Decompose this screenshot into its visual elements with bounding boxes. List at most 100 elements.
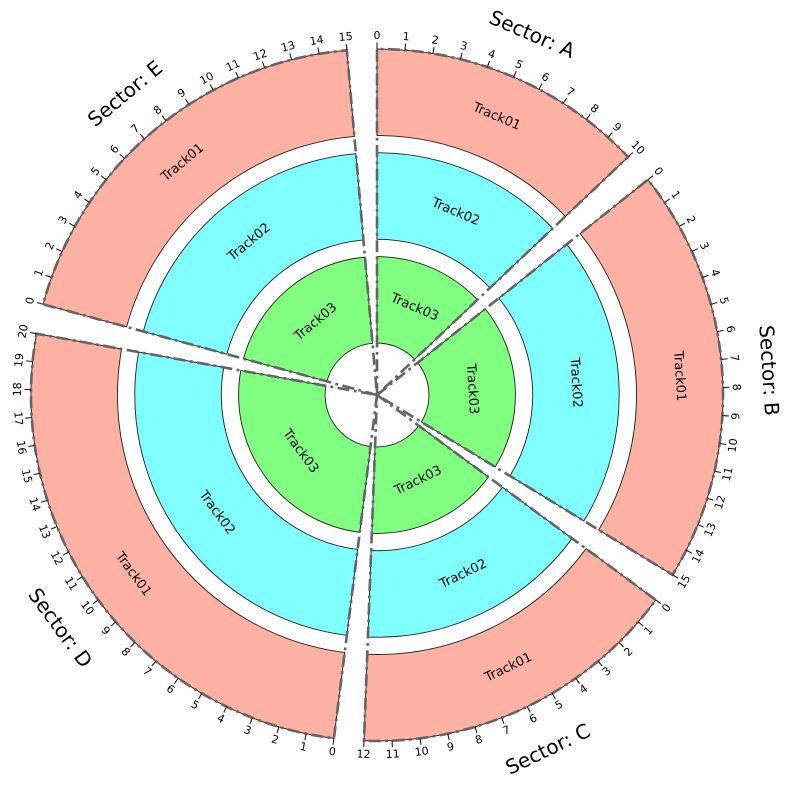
sector-B-tick-mark	[664, 198, 671, 203]
sector-C-tick-mark	[419, 738, 422, 745]
sector-D-tick-label: 8	[119, 645, 133, 659]
sector-B-tick-label: 5	[717, 296, 731, 306]
sector-E-tick-label: 8	[151, 103, 164, 118]
sector-A-tick-mark	[585, 113, 591, 120]
sector-D-tick-label: 3	[242, 723, 253, 738]
sector-A-tick-mark	[607, 132, 613, 138]
sector-C-tick-mark	[575, 677, 580, 684]
sector-D-axis-outline	[29, 332, 379, 740]
sector-E-tick-mark	[119, 153, 125, 159]
sector-E-tick-label: 4	[71, 188, 86, 201]
sector-C-tick-mark	[501, 717, 505, 725]
sector-D-tick-label: 1	[299, 740, 309, 754]
sector-D-tick-label: 4	[215, 711, 227, 726]
sector-B-tick-mark	[691, 248, 698, 252]
sector-B-tick-label: 0	[651, 165, 666, 179]
sector-C-tick-mark	[655, 599, 662, 605]
sector-B-tick-mark	[714, 470, 721, 474]
sector-B-tick-mark	[719, 442, 727, 445]
sector-A-tick-mark	[513, 70, 517, 78]
sector-C-tick-label: 2	[621, 645, 635, 659]
sector-B-track02-label: Track02	[566, 356, 584, 408]
sector-B-tick-mark	[710, 301, 718, 305]
sector-D-tick-label: 5	[189, 698, 202, 713]
sector-D-tick-label: 2	[270, 733, 280, 747]
sector-B-tick-mark	[647, 175, 654, 181]
sector-C-tick-label: 5	[553, 698, 566, 713]
sector-E-label: Sector: E	[83, 56, 167, 132]
sector-A-tick-mark	[538, 83, 543, 90]
sector-A-tick-label: 7	[564, 85, 577, 100]
sector-E-tick-mark	[68, 222, 76, 227]
sector-C-tick-label: 3	[600, 664, 614, 678]
sector-B-tick-mark	[721, 358, 728, 360]
sector-D-tick-label: 20	[16, 323, 31, 339]
sector-E-tick-mark	[317, 47, 320, 54]
sector-A-axis-outline	[375, 47, 630, 396]
sector-E-tick-mark	[161, 115, 167, 122]
sector-D-label: Sector: D	[23, 583, 97, 672]
sector-C-tick-label: 11	[385, 747, 400, 761]
sector-D-tick-mark	[62, 551, 69, 556]
sector-B-track03-label: Track03	[463, 362, 481, 414]
sector-D-tick-mark	[249, 717, 253, 725]
sector-D-tick-mark	[223, 706, 228, 713]
sector-B-tick-mark	[707, 497, 714, 501]
sector-D-tick-mark	[332, 738, 335, 745]
sector-B-tick-label: 3	[697, 240, 712, 252]
sector-E-tick-label: 5	[88, 165, 103, 179]
sector-C-label: Sector: C	[502, 718, 594, 779]
sector-E-tick-label: 14	[309, 33, 325, 48]
sector-A-tick-mark	[459, 52, 463, 60]
sector-A-tick-mark	[562, 97, 568, 104]
sector-D-tick-mark	[28, 445, 35, 448]
sector-D-tick-mark	[110, 621, 117, 627]
sector-D-tick-mark	[76, 576, 83, 581]
sector-D-tick-label: 12	[48, 549, 66, 567]
sector-E-tick-label: 11	[224, 57, 242, 75]
sector-E-tick-label: 3	[56, 214, 71, 226]
sector-C-tick-label: 0	[659, 601, 674, 614]
sector-C-tick-mark	[637, 621, 644, 627]
sector-D-tick-label: 9	[98, 624, 112, 638]
sector-B-track02-ring	[498, 243, 620, 522]
sector-D-tick-label: 13	[36, 523, 53, 541]
sector-C-tick-label: 7	[501, 723, 512, 738]
sector-E-tick-label: 2	[43, 240, 58, 252]
sector-E-tick-mark	[345, 43, 348, 51]
sector-A-tick-mark	[432, 47, 435, 54]
sector-E-tick-mark	[209, 84, 214, 91]
sector-B-label: Sector: B	[754, 324, 784, 416]
sector-E-tick-mark	[45, 274, 52, 278]
sector-B-tick-label: 9	[729, 412, 742, 420]
sector-D-tick-mark	[304, 733, 307, 741]
sector-D-tick-mark	[50, 526, 58, 530]
sector-D-tick-mark	[92, 599, 99, 605]
sector-B-tick-label: 8	[730, 384, 743, 391]
sector-A-label: Sector: A	[486, 5, 579, 63]
sector-B-tick-mark	[678, 222, 686, 227]
sector-C-tick-label: 12	[356, 747, 370, 761]
sector-E-tick-mark	[235, 71, 239, 79]
sector-D-tick-label: 6	[164, 682, 177, 697]
sector-B-tick-label: 15	[675, 573, 693, 592]
sector-C-tick-label: 6	[527, 711, 539, 726]
sector-E-tick-mark	[289, 53, 293, 60]
sector-A-tick-label: 8	[588, 101, 601, 116]
sector-E-tick-label: 7	[128, 122, 142, 136]
sector-D-tick-mark	[130, 641, 136, 648]
sector-B-track03-ring	[417, 308, 516, 468]
sector-D-track02-ring	[134, 351, 359, 636]
sector-E-tick-mark	[36, 301, 44, 305]
sector-B-tick-label: 11	[720, 466, 736, 483]
sector-B-track01-label: Track01	[670, 349, 688, 401]
sector-B-tick-label: 12	[712, 494, 729, 511]
sector-A-tick-label: 4	[486, 47, 497, 62]
sector-E-track02-ring	[142, 153, 364, 355]
sector-B-tick-mark	[697, 524, 705, 528]
sector-C-tick-mark	[474, 726, 478, 734]
sector-A-tick-label: 9	[610, 120, 624, 134]
sector-E-tick-mark	[83, 198, 90, 203]
sector-C-track03-ring	[371, 425, 490, 534]
